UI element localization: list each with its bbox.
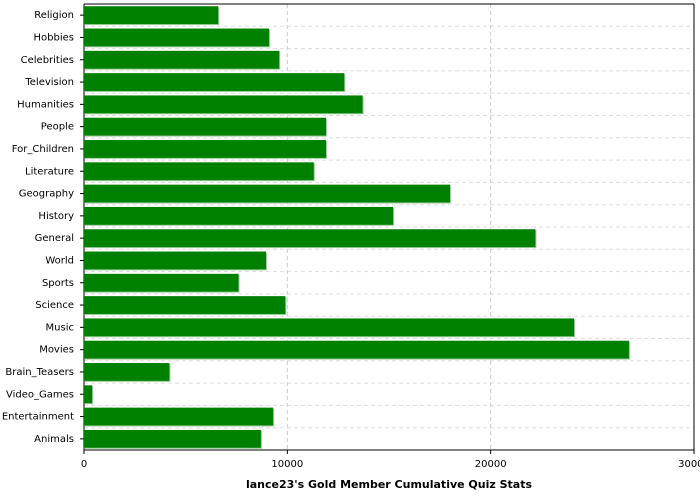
bar [84,206,394,225]
y-tick-label: Animals [34,434,74,445]
bar [84,251,266,270]
bar [84,73,345,91]
y-tick-label: General [35,233,74,244]
y-tick-label: Sports [42,278,74,289]
y-tick-label: World [45,255,74,266]
y-tick-label: Science [35,300,74,311]
y-tick-label: For_Children [12,144,74,155]
x-tick-label: 10000 [271,459,303,470]
y-tick-label: Brain_Teasers [5,367,74,378]
x-tick-label: 0 [81,459,87,470]
x-tick-label: 30000 [678,459,700,470]
y-tick-label: Entertainment [2,412,74,423]
y-tick-label: Music [46,322,74,333]
bar [84,95,363,114]
bar [84,340,629,359]
bar [84,28,270,47]
y-tick-label: Movies [39,345,74,356]
y-tick-label: Television [24,77,74,88]
y-tick-label: Celebrities [21,55,74,66]
bar [84,407,274,426]
bar [84,363,170,381]
bar [84,385,93,404]
y-tick-label: Humanities [17,99,74,110]
y-tick-label: People [41,122,74,133]
chart-title: lance23's Gold Member Cumulative Quiz St… [246,478,533,491]
bar [84,273,239,292]
bar [84,296,286,314]
y-tick-label: Literature [25,166,74,177]
y-tick-label: Religion [34,10,74,21]
x-tick-label: 20000 [475,459,507,470]
y-tick-label: Hobbies [34,32,74,43]
bar [84,50,280,69]
bar [84,6,219,25]
bar [84,117,326,136]
bar [84,140,326,158]
bar [84,318,575,337]
y-tick-label: Geography [19,189,74,200]
bar [84,429,261,448]
y-tick-label: Video_Games [6,389,74,400]
bar [84,162,314,181]
y-tick-label: History [38,211,74,222]
bar [84,184,450,203]
bar [84,229,536,248]
